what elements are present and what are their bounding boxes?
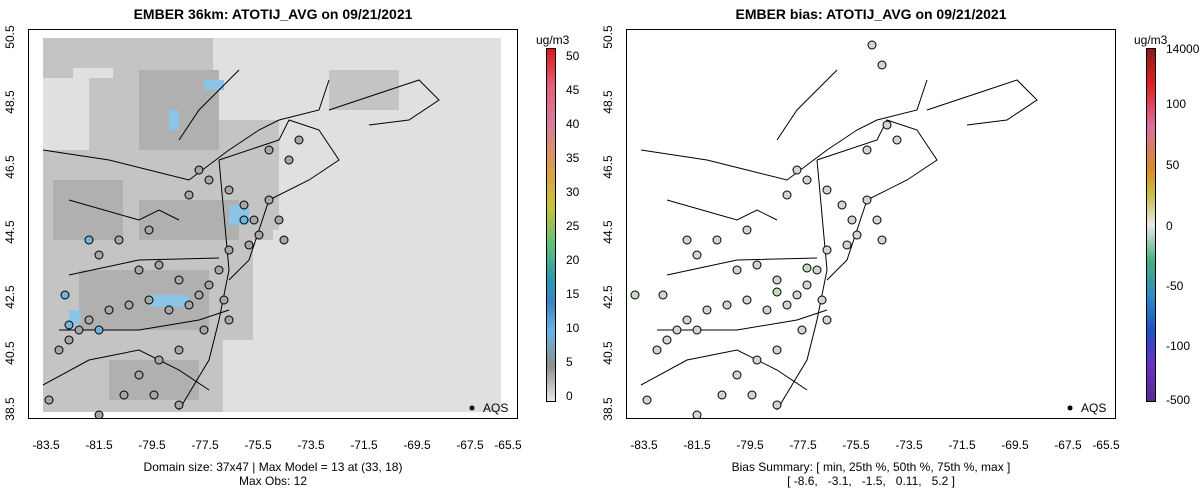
right-map-frame: AQS xyxy=(626,29,1116,419)
left-colorbar-label: 50 xyxy=(566,49,580,63)
aqs-sites-high xyxy=(60,215,249,335)
left-colorbar-label: 45 xyxy=(566,83,580,97)
right-colorbar-label: -500 xyxy=(1166,393,1191,407)
left-colorbar xyxy=(546,48,556,402)
left-ytick: 46.5 xyxy=(3,155,17,179)
map-outlines xyxy=(640,69,1038,411)
left-ytick: 48.5 xyxy=(3,90,17,114)
right-xtick: -79.5 xyxy=(736,438,764,452)
left-xtick: -73.5 xyxy=(297,438,325,452)
right-colorbar-label: 14000 xyxy=(1166,42,1200,56)
right-colorbar-label: 0 xyxy=(1166,219,1173,233)
left-xtick: -65.5 xyxy=(494,438,522,452)
left-colorbar-label: 25 xyxy=(566,219,580,233)
right-xtick: -69.5 xyxy=(1001,438,1029,452)
right-ytick: 44.5 xyxy=(601,220,615,244)
left-xtick: -81.5 xyxy=(85,438,113,452)
left-ytick: 42.5 xyxy=(3,285,17,309)
left-colorbar-label: 10 xyxy=(566,321,580,335)
right-xtick: -83.5 xyxy=(630,438,658,452)
aqs-legend-dot xyxy=(469,405,475,411)
aqs-sites xyxy=(44,135,304,418)
left-ytick: 44.5 xyxy=(3,220,17,244)
right-ytick: 48.5 xyxy=(601,90,615,114)
left-xtick: -69.5 xyxy=(403,438,431,452)
left-colorbar-label: 20 xyxy=(566,253,580,267)
left-ytick: 50.5 xyxy=(3,25,17,49)
right-ytick: 46.5 xyxy=(601,155,615,179)
right-xtick: -65.5 xyxy=(1092,438,1120,452)
model-cells-dark xyxy=(53,70,239,400)
left-colorbar-label: 15 xyxy=(566,287,580,301)
left-map xyxy=(42,38,501,418)
right-xtick: -67.5 xyxy=(1054,438,1082,452)
left-xtick: -71.5 xyxy=(350,438,378,452)
aqs-legend-dot xyxy=(1067,405,1073,411)
map-outlines xyxy=(42,69,440,411)
right-colorbar xyxy=(1146,48,1156,402)
right-map xyxy=(630,40,1073,418)
left-colorbar-label: 5 xyxy=(566,355,573,369)
right-colorbar-label: 100 xyxy=(1166,97,1187,111)
right-xtick: -81.5 xyxy=(683,438,711,452)
left-xtick: -83.5 xyxy=(32,438,60,452)
right-xtick: -77.5 xyxy=(789,438,817,452)
right-panel-title: EMBER bias: ATOTIJ_AVG on 09/21/2021 xyxy=(735,6,1007,22)
right-ytick: 50.5 xyxy=(601,25,615,49)
right-ytick: 40.5 xyxy=(601,341,615,365)
left-colorbar-label: 0 xyxy=(566,389,573,403)
left-panel-title: EMBER 36km: ATOTIJ_AVG on 09/21/2021 xyxy=(133,6,413,22)
right-xtick: -73.5 xyxy=(895,438,923,452)
left-footer-line1: Domain size: 37x47 | Max Model = 13 at (… xyxy=(143,460,403,474)
aqs-legend-label: AQS xyxy=(1081,401,1107,415)
left-xtick: -77.5 xyxy=(191,438,219,452)
right-ytick: 42.5 xyxy=(601,285,615,309)
left-ytick: 38.5 xyxy=(3,397,17,421)
left-xtick: -75.5 xyxy=(244,438,272,452)
bias-sites xyxy=(642,40,902,418)
left-xtick: -79.5 xyxy=(138,438,166,452)
left-map-frame: AQS xyxy=(28,29,518,419)
right-colorbar-unit: ug/m3 xyxy=(1134,33,1168,47)
bias-sites-positive xyxy=(630,263,812,300)
right-colorbar-label: 50 xyxy=(1166,158,1180,172)
right-xtick: -75.5 xyxy=(842,438,870,452)
left-colorbar-unit: ug/m3 xyxy=(536,33,570,47)
left-ytick: 40.5 xyxy=(3,341,17,365)
left-colorbar-label: 30 xyxy=(566,185,580,199)
right-xtick: -71.5 xyxy=(948,438,976,452)
right-footer-line1: Bias Summary: [ min, 25th %, 50th %, 75t… xyxy=(731,460,1011,474)
right-colorbar-label: -50 xyxy=(1166,279,1184,293)
left-colorbar-label: 40 xyxy=(566,117,580,131)
model-cells-blue xyxy=(69,80,249,324)
left-colorbar-label: 35 xyxy=(566,151,580,165)
right-footer-line2: [ -8.6, -3.1, -1.5, 0.11, 5.2 ] xyxy=(787,474,955,488)
right-ytick: 38.5 xyxy=(601,397,615,421)
right-colorbar-label: -100 xyxy=(1166,339,1191,353)
left-footer-line2: Max Obs: 12 xyxy=(238,474,308,488)
aqs-legend-label: AQS xyxy=(483,401,509,415)
left-xtick: -67.5 xyxy=(456,438,484,452)
